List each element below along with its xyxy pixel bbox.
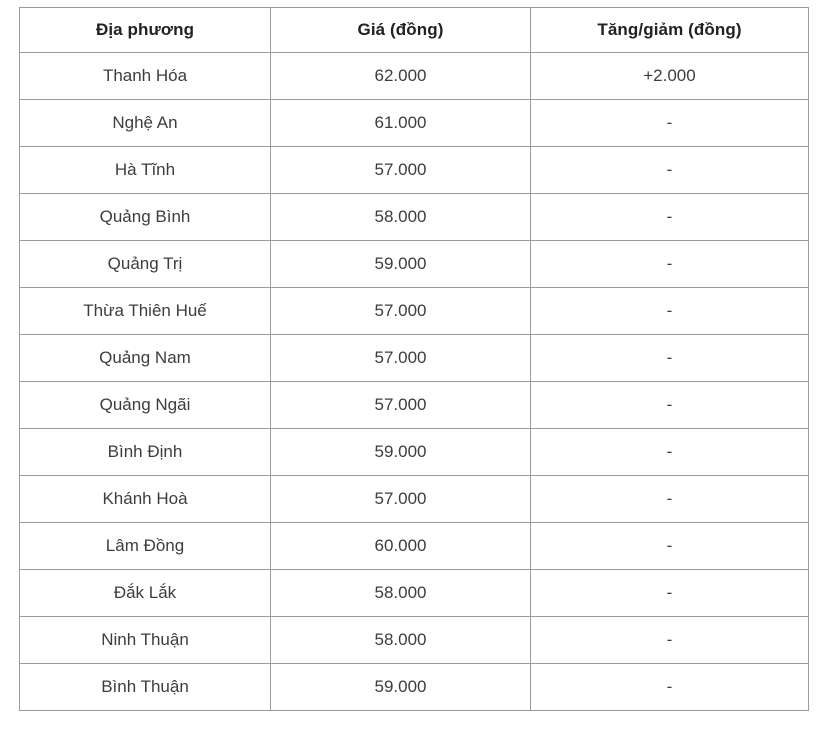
cell-region: Quảng Bình: [19, 193, 271, 241]
table-row: Thừa Thiên Huế 57.000 -: [19, 287, 809, 335]
cell-change: +2.000: [530, 52, 809, 100]
cell-change: -: [530, 522, 809, 570]
table-row: Ninh Thuận 58.000 -: [19, 616, 809, 664]
table-row: Quảng Nam 57.000 -: [19, 334, 809, 382]
cell-change: -: [530, 99, 809, 147]
cell-price: 58.000: [270, 569, 531, 617]
table-header: Địa phương Giá (đồng) Tăng/giảm (đồng): [19, 7, 809, 53]
cell-region: Ninh Thuận: [19, 616, 271, 664]
cell-region: Nghệ An: [19, 99, 271, 147]
cell-region: Thanh Hóa: [19, 52, 271, 100]
cell-change: -: [530, 334, 809, 382]
cell-change: -: [530, 475, 809, 523]
cell-price: 59.000: [270, 240, 531, 288]
cell-region: Đắk Lắk: [19, 569, 271, 617]
cell-region: Hà Tĩnh: [19, 146, 271, 194]
cell-change: -: [530, 240, 809, 288]
cell-region: Quảng Nam: [19, 334, 271, 382]
column-header-change: Tăng/giảm (đồng): [530, 7, 809, 53]
table-row: Thanh Hóa 62.000 +2.000: [19, 52, 809, 100]
cell-price: 62.000: [270, 52, 531, 100]
cell-price: 60.000: [270, 522, 531, 570]
cell-region: Quảng Ngãi: [19, 381, 271, 429]
table-row: Quảng Bình 58.000 -: [19, 193, 809, 241]
cell-change: -: [530, 569, 809, 617]
table-row: Nghệ An 61.000 -: [19, 99, 809, 147]
cell-region: Bình Định: [19, 428, 271, 476]
column-header-price: Giá (đồng): [270, 7, 531, 53]
table-row: Lâm Đồng 60.000 -: [19, 522, 809, 570]
header-row: Địa phương Giá (đồng) Tăng/giảm (đồng): [19, 7, 809, 53]
cell-change: -: [530, 381, 809, 429]
cell-change: -: [530, 287, 809, 335]
price-table: Địa phương Giá (đồng) Tăng/giảm (đồng) T…: [19, 7, 809, 711]
cell-price: 57.000: [270, 475, 531, 523]
cell-region: Khánh Hoà: [19, 475, 271, 523]
table-row: Khánh Hoà 57.000 -: [19, 475, 809, 523]
table-row: Quảng Ngãi 57.000 -: [19, 381, 809, 429]
cell-change: -: [530, 193, 809, 241]
cell-region: Lâm Đồng: [19, 522, 271, 570]
table-row: Bình Định 59.000 -: [19, 428, 809, 476]
cell-price: 58.000: [270, 616, 531, 664]
table-body: Thanh Hóa 62.000 +2.000 Nghệ An 61.000 -…: [19, 52, 809, 711]
cell-change: -: [530, 663, 809, 711]
cell-price: 59.000: [270, 428, 531, 476]
column-header-region: Địa phương: [19, 7, 271, 53]
cell-change: -: [530, 428, 809, 476]
cell-price: 57.000: [270, 287, 531, 335]
cell-change: -: [530, 146, 809, 194]
cell-price: 57.000: [270, 146, 531, 194]
table-row: Hà Tĩnh 57.000 -: [19, 146, 809, 194]
cell-price: 59.000: [270, 663, 531, 711]
cell-region: Bình Thuận: [19, 663, 271, 711]
table-row: Quảng Trị 59.000 -: [19, 240, 809, 288]
cell-price: 57.000: [270, 381, 531, 429]
cell-region: Quảng Trị: [19, 240, 271, 288]
cell-price: 57.000: [270, 334, 531, 382]
cell-region: Thừa Thiên Huế: [19, 287, 271, 335]
table-row: Đắk Lắk 58.000 -: [19, 569, 809, 617]
cell-price: 61.000: [270, 99, 531, 147]
table-row: Bình Thuận 59.000 -: [19, 663, 809, 711]
cell-change: -: [530, 616, 809, 664]
cell-price: 58.000: [270, 193, 531, 241]
